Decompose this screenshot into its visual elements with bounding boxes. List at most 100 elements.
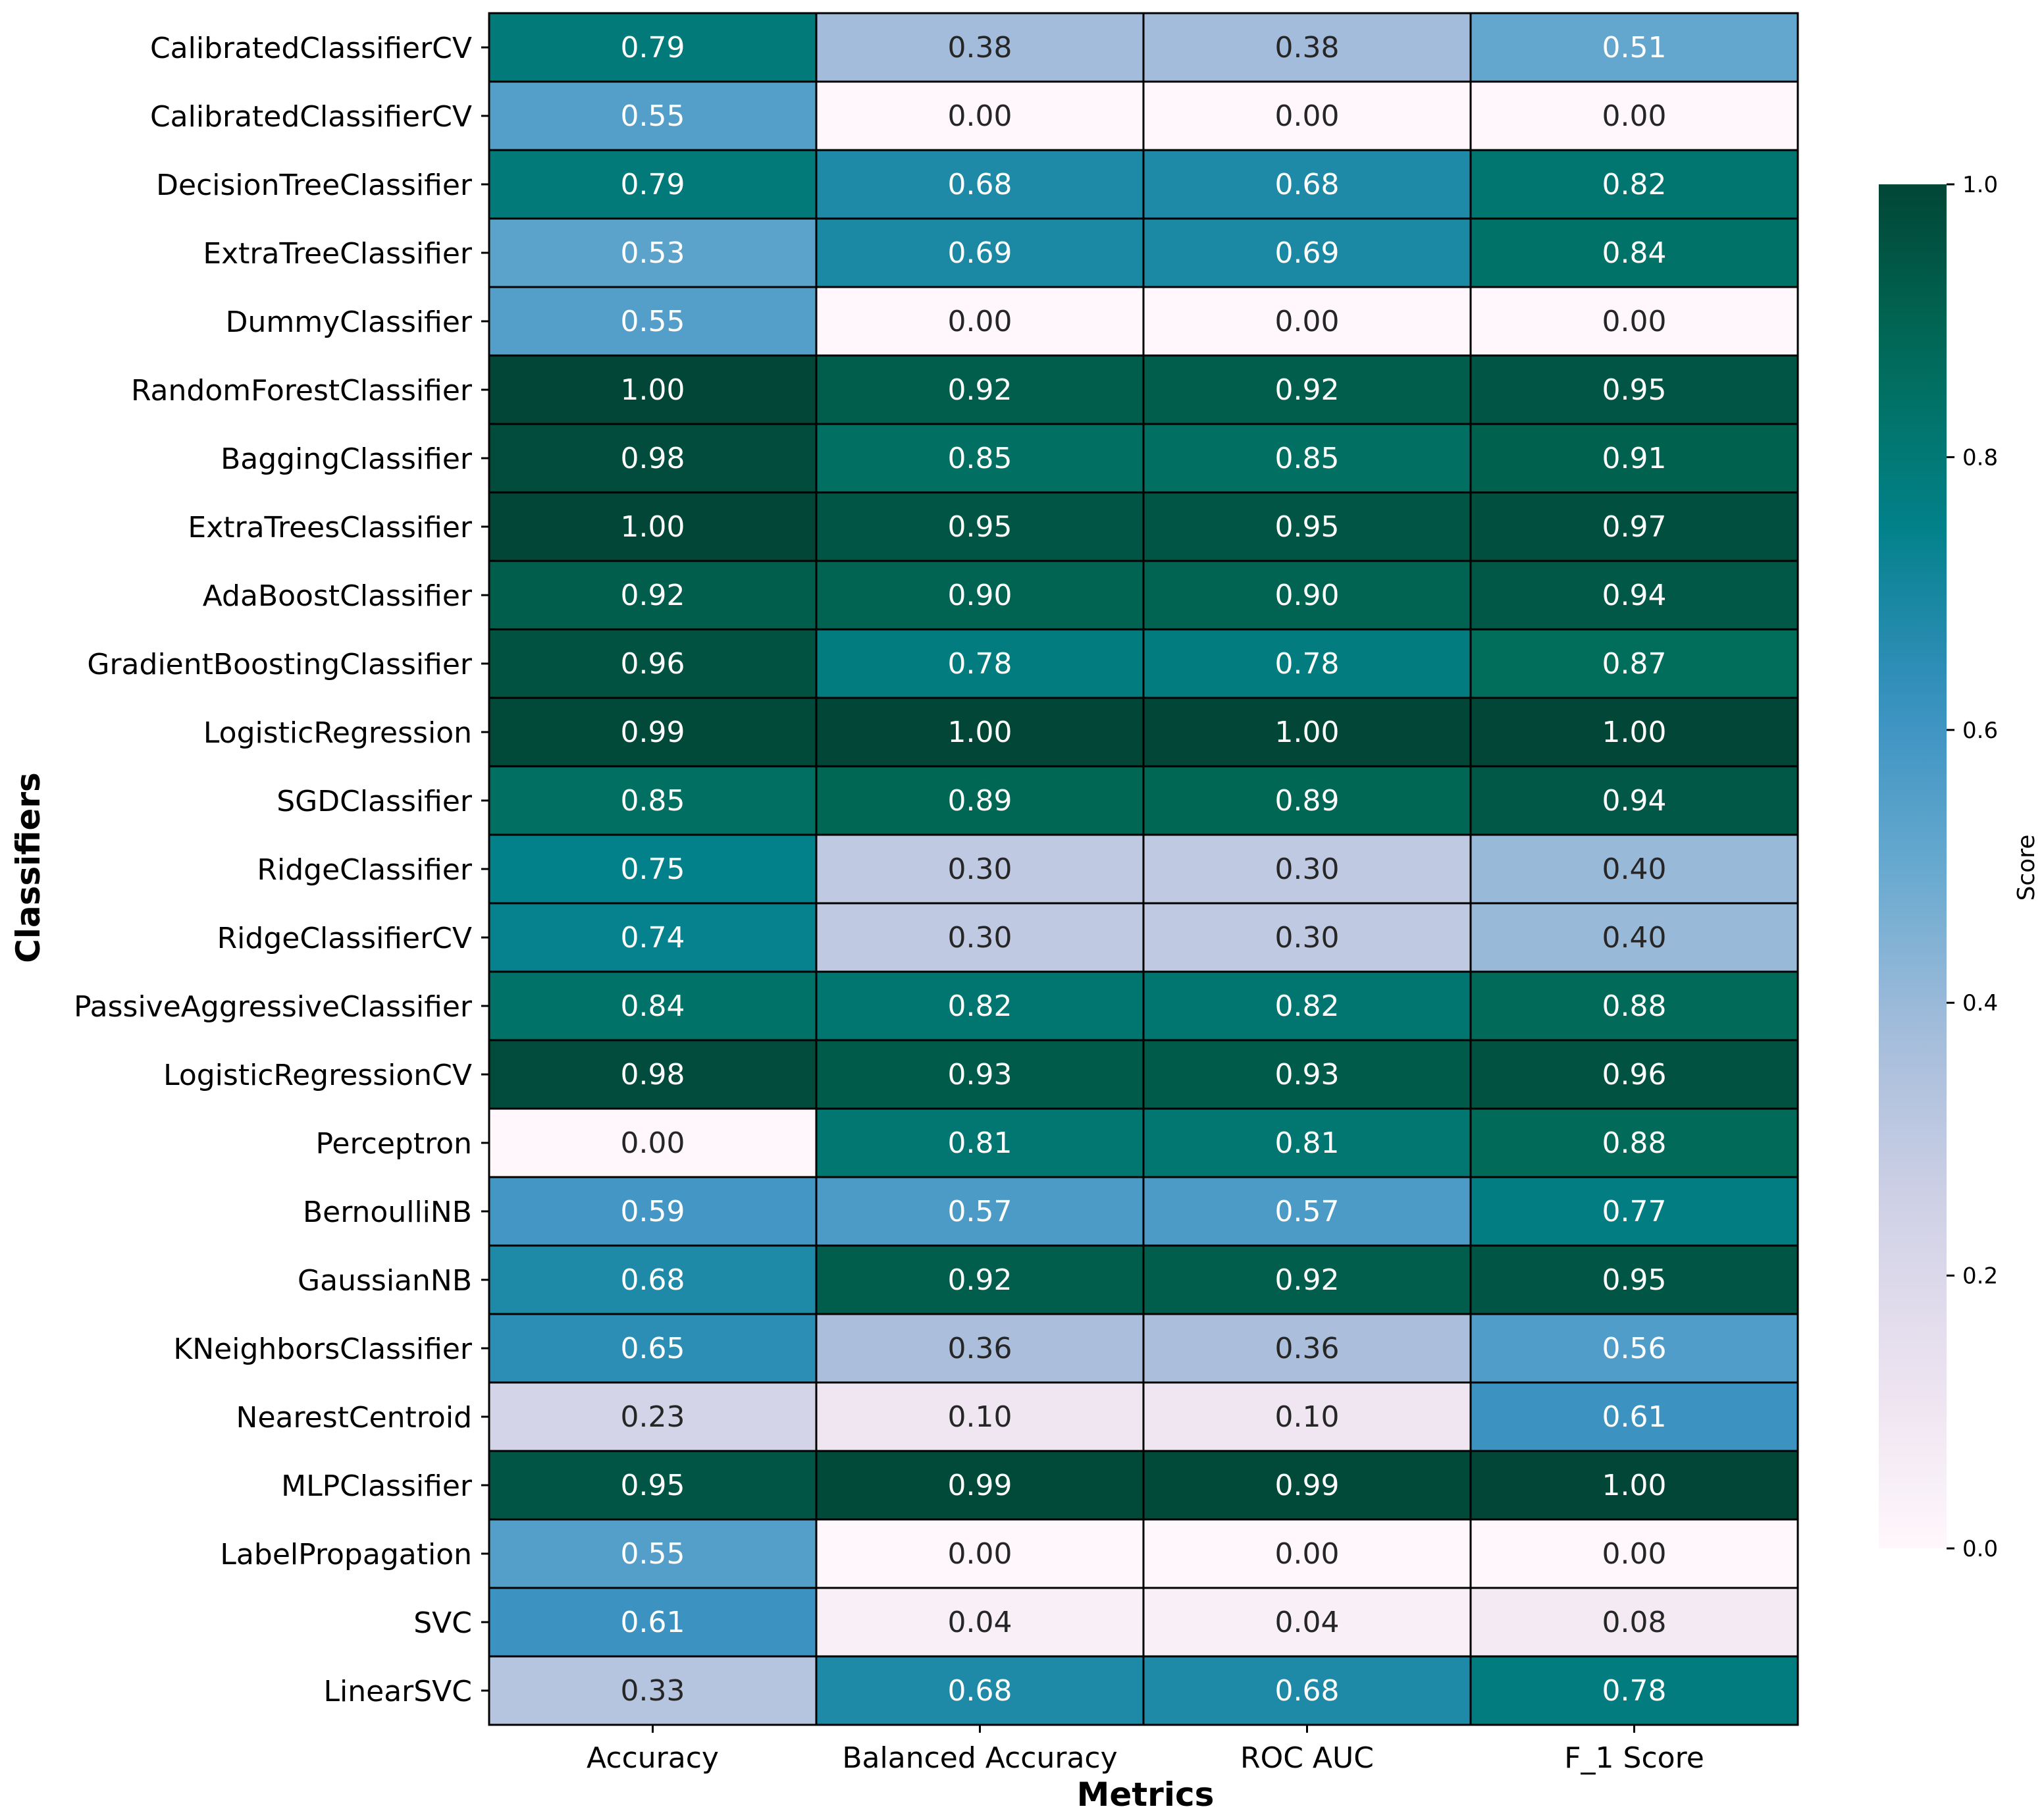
cell-value-label: 0.40 — [1602, 921, 1667, 955]
y-tick-label: BernoulliNB — [303, 1196, 472, 1229]
y-tick-label: PassiveAggressiveClassifier — [74, 990, 473, 1024]
heatmap-cell — [1469, 1039, 1799, 1110]
cell-value-label: 0.10 — [948, 1400, 1012, 1434]
y-tick-label: GaussianNB — [298, 1264, 472, 1298]
cell-value-label: 0.84 — [621, 989, 685, 1023]
heatmap-cell — [1469, 423, 1799, 494]
heatmap-cell — [1142, 286, 1472, 357]
heatmap-cell — [815, 697, 1145, 768]
y-tick-label: LabelPropagation — [220, 1538, 472, 1571]
heatmap-cell — [1469, 1655, 1799, 1726]
heatmap-cell — [1469, 1244, 1799, 1315]
cell-value-label: 0.65 — [621, 1332, 685, 1365]
y-tick-label: KNeighborsClassifier — [173, 1332, 473, 1366]
heatmap-cell — [815, 1381, 1145, 1452]
heatmap-cell — [815, 12, 1145, 83]
cell-value-label: 0.85 — [948, 442, 1012, 475]
cell-value-label: 0.95 — [1602, 1263, 1667, 1297]
cell-value-label: 1.00 — [1275, 716, 1340, 749]
heatmap-cell — [815, 149, 1145, 220]
colorbar-ticks: 0.0 0.2 0.4 0.6 0.8 1.0 — [1947, 172, 1998, 1562]
cell-value-label: 0.68 — [948, 1674, 1012, 1708]
cell-value-label: 0.85 — [621, 784, 685, 818]
cell-value-label: 0.00 — [621, 1126, 685, 1160]
cell-value-label: 0.81 — [1275, 1126, 1340, 1160]
x-tick-label: F_1 Score — [1564, 1741, 1704, 1775]
cell-value-label: 0.91 — [1602, 442, 1667, 475]
y-tick-label: SVC — [413, 1606, 472, 1640]
cell-value-label: 0.95 — [948, 510, 1012, 544]
y-tick-label: ExtraTreeClassifier — [203, 237, 473, 271]
row-labels: CalibratedClassifierCV CalibratedClassifi… — [74, 32, 489, 1708]
y-tick-label: CalibratedClassifierCV — [150, 32, 472, 65]
cell-value-label: 0.61 — [1602, 1400, 1667, 1434]
y-tick-label: NearestCentroid — [236, 1401, 472, 1435]
cell-value-label: 0.68 — [621, 1263, 685, 1297]
heatmap-cell — [1142, 491, 1472, 562]
cell-value-label: 0.81 — [948, 1126, 1012, 1160]
cell-value-label: 0.55 — [621, 1537, 685, 1571]
heatmap-cell — [815, 902, 1145, 973]
heatmap-cell — [1469, 697, 1799, 768]
cell-value-label: 0.36 — [948, 1332, 1012, 1365]
cell-value-label: 0.00 — [1275, 305, 1340, 338]
cell-value-label: 0.89 — [948, 784, 1012, 818]
heatmap-cell — [1142, 1381, 1472, 1452]
heatmap-cell — [1142, 1313, 1472, 1384]
cell-value-label: 0.00 — [948, 99, 1012, 133]
heatmap-cell — [1142, 354, 1472, 425]
heatmap-cell — [815, 286, 1145, 357]
cell-value-label: 0.97 — [1602, 510, 1667, 544]
cell-value-label: 1.00 — [621, 510, 685, 544]
heatmap-cell — [1142, 1587, 1472, 1658]
cell-value-label: 0.99 — [948, 1469, 1012, 1502]
heatmap-cell — [1142, 765, 1472, 836]
heatmap-cell — [1142, 423, 1472, 494]
cell-value-label: 0.85 — [1275, 442, 1340, 475]
heatmap-cell — [488, 1655, 818, 1726]
heatmap-cell — [815, 1244, 1145, 1315]
x-axis-title: Metrics — [1077, 1776, 1215, 1814]
heatmap-cell — [1469, 1107, 1799, 1178]
cell-value-label: 0.77 — [1602, 1195, 1667, 1228]
heatmap-cell — [488, 423, 818, 494]
heatmap-cell — [1142, 1518, 1472, 1589]
cell-value-label: 0.30 — [1275, 921, 1340, 955]
heatmap-cell — [1142, 1244, 1472, 1315]
cell-value-label: 1.00 — [1602, 1469, 1667, 1502]
heatmap-cell — [1469, 286, 1799, 357]
cell-value-label: 0.79 — [621, 168, 685, 201]
heatmap-cell — [1469, 765, 1799, 836]
heatmap-cell — [1469, 833, 1799, 905]
cell-value-label: 0.95 — [1602, 373, 1667, 407]
cell-value-label: 1.00 — [948, 716, 1012, 749]
heatmap-cell — [815, 1176, 1145, 1247]
cell-value-label: 0.69 — [1275, 236, 1340, 270]
heatmap-cell — [1142, 1450, 1472, 1521]
cell-value-label: 0.68 — [1275, 1674, 1340, 1708]
cell-value-label: 0.56 — [1602, 1332, 1667, 1365]
cell-value-label: 0.82 — [1602, 168, 1667, 201]
cell-value-label: 0.38 — [1275, 31, 1340, 65]
cell-value-label: 0.87 — [1602, 647, 1667, 681]
y-tick-label: Perceptron — [315, 1127, 472, 1161]
heatmap-cell — [815, 354, 1145, 425]
heatmap-cell — [1469, 1176, 1799, 1247]
cell-value-label: 0.33 — [621, 1674, 685, 1708]
heatmap-cell — [1469, 1381, 1799, 1452]
colorbar-tick-label: 0.6 — [1962, 718, 1998, 744]
heatmap-cell — [1142, 1655, 1472, 1726]
heatmap-cell — [488, 1450, 818, 1521]
heatmap-cell — [1142, 697, 1472, 768]
y-tick-label: SGDClassifier — [276, 785, 473, 818]
heatmap-cell — [815, 1655, 1145, 1726]
heatmap-cell — [815, 1587, 1145, 1658]
y-tick-label: AdaBoostClassifier — [203, 579, 473, 613]
column-labels: Accuracy Balanced Accuracy ROC AUC F_1 Scor… — [587, 1725, 1704, 1775]
heatmap-cell — [815, 833, 1145, 905]
cell-value-label: 0.00 — [1602, 99, 1667, 133]
heatmap-cell — [488, 1518, 818, 1589]
heatmap-cell — [815, 217, 1145, 288]
colorbar-tick-label: 0.2 — [1962, 1263, 1998, 1290]
